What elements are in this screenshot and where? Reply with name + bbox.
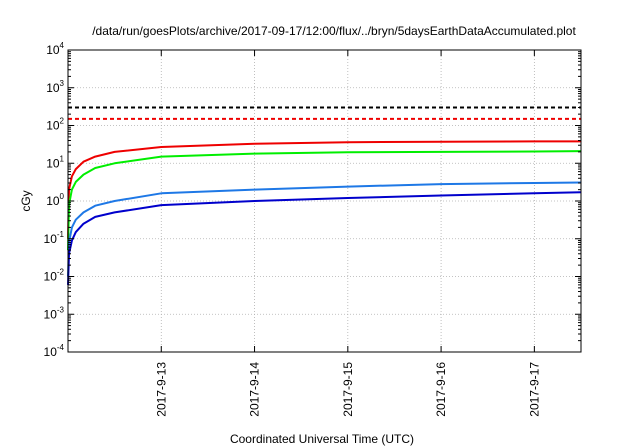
y-tick-label: 102 <box>46 117 64 133</box>
y-tick-base: 10 <box>46 156 60 170</box>
y-tick-exponent: 4 <box>60 41 65 50</box>
y-tick-exponent: -1 <box>57 230 65 239</box>
y-tick-exponent: 2 <box>60 117 65 126</box>
x-tick-label: 2017-9-14 <box>248 362 262 417</box>
y-tick-base: 10 <box>44 345 58 359</box>
y-tick-exponent: -3 <box>57 305 65 314</box>
x-axis: 2017-9-13 2017-9-14 2017-9-15 2017-9-16 2017… <box>154 50 541 417</box>
y-tick-base: 10 <box>46 119 60 133</box>
series-line <box>67 191 582 285</box>
y-tick-label: 10-1 <box>44 230 65 246</box>
y-tick-base: 10 <box>46 81 60 95</box>
series-lines <box>67 140 582 285</box>
y-tick-base: 10 <box>44 307 58 321</box>
y-tick-label: 101 <box>46 154 64 170</box>
y-tick-exponent: 3 <box>60 79 65 88</box>
y-tick-label: 103 <box>46 79 64 95</box>
series-line <box>67 150 582 251</box>
series-line <box>67 140 581 239</box>
x-tick-label: 2017-9-13 <box>154 362 168 417</box>
chart-title: /data/run/goesPlots/archive/2017-09-17/1… <box>92 24 576 38</box>
y-tick-base: 10 <box>46 194 60 208</box>
x-tick-label: 2017-9-15 <box>341 362 355 417</box>
y-tick-label: 100 <box>46 192 64 208</box>
y-tick-base: 10 <box>44 232 58 246</box>
x-tick-label: 2017-9-17 <box>527 362 541 417</box>
y-tick-exponent: -2 <box>57 268 65 277</box>
y-tick-base: 10 <box>46 43 60 57</box>
y-tick-base: 10 <box>44 270 58 284</box>
y-tick-exponent: 0 <box>60 192 65 201</box>
y-tick-label: 10-4 <box>44 343 65 359</box>
y-tick-label: 104 <box>46 41 64 57</box>
y-axis-label: cGy <box>19 190 33 211</box>
series-line <box>67 181 582 277</box>
y-tick-exponent: -4 <box>57 343 65 352</box>
x-axis-label: Coordinated Universal Time (UTC) <box>230 432 414 446</box>
threshold-lines <box>68 106 581 120</box>
y-tick-exponent: 1 <box>60 154 65 163</box>
y-tick-label: 10-3 <box>44 305 65 321</box>
x-tick-label: 2017-9-16 <box>434 362 448 417</box>
y-tick-label: 10-2 <box>44 268 65 284</box>
